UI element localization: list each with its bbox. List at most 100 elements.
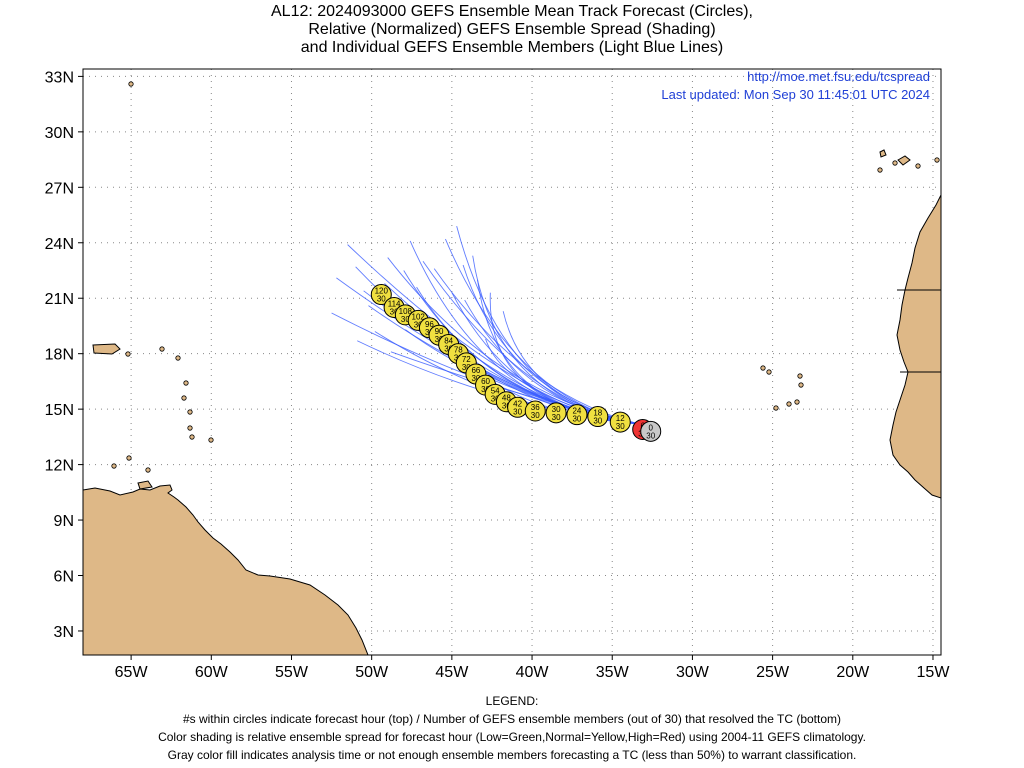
member-count: 30 — [502, 402, 511, 411]
axis-ticks: 65W 60W 55W 50W 45W 40W 35W 30W 25W 20W 15W3N6N9N1… — [45, 69, 951, 681]
island — [934, 157, 940, 163]
x-tick-label: 45W — [435, 664, 469, 681]
puerto-rico-land — [92, 343, 121, 355]
x-tick-label: 65W — [115, 664, 149, 681]
member-track — [485, 338, 640, 425]
forecast-hour: 78 — [454, 346, 463, 355]
legend-line-2: Color shading is relative ensemble sprea… — [158, 730, 866, 744]
y-tick-label: 33N — [45, 69, 74, 86]
y-tick-label: 18N — [45, 347, 74, 364]
south-america-land — [83, 484, 369, 655]
island — [111, 463, 117, 469]
member-count: 30 — [552, 413, 561, 422]
island — [187, 409, 193, 415]
member-count: 30 — [390, 307, 399, 316]
forecast-hour: 60 — [481, 377, 490, 386]
island — [126, 455, 132, 461]
forecast-hour: 42 — [513, 399, 522, 408]
y-tick-label: 21N — [45, 291, 74, 308]
forecast-hour: 36 — [531, 403, 540, 412]
member-count: 30 — [531, 411, 540, 420]
island — [208, 437, 214, 443]
island — [159, 346, 165, 352]
canary-islands-land — [879, 149, 887, 158]
title-line-2: Relative (Normalized) GEFS Ensemble Spre… — [308, 21, 716, 38]
track-circle — [566, 404, 588, 426]
forecast-hour: 66 — [471, 366, 480, 375]
member-count: 30 — [377, 295, 386, 304]
y-tick-label: 6N — [54, 569, 74, 586]
island — [915, 163, 921, 169]
forecast-hour: 24 — [572, 407, 581, 416]
island — [181, 395, 187, 401]
island — [189, 434, 195, 440]
x-tick-label: 30W — [676, 664, 710, 681]
island — [786, 401, 792, 407]
mean-track-circles: 1203011430108301023096309030843078307230… — [370, 284, 662, 442]
y-tick-label: 24N — [45, 236, 74, 253]
forecast-hour: 84 — [444, 336, 453, 345]
x-tick-label: 40W — [516, 664, 550, 681]
land-masses — [83, 149, 941, 655]
island — [766, 369, 772, 375]
member-count: 30 — [572, 415, 581, 424]
member-track — [433, 268, 640, 425]
island — [797, 373, 803, 379]
member-count: 30 — [462, 363, 471, 372]
legend-line-1: #s within circles indicate forecast hour… — [182, 712, 842, 726]
grid-lines — [83, 69, 941, 655]
island — [187, 425, 193, 431]
forecast-hour: 54 — [491, 386, 500, 395]
member-count: 30 — [513, 407, 522, 416]
title-line-1: AL12: 2024093000 GEFS Ensemble Mean Trac… — [271, 3, 753, 20]
track-circle — [524, 400, 546, 422]
member-count: 30 — [401, 315, 410, 324]
title-line-3: and Individual GEFS Ensemble Members (Li… — [300, 39, 724, 56]
island — [125, 351, 131, 357]
island — [175, 355, 181, 361]
forecast-hour: 108 — [399, 307, 413, 316]
island — [794, 399, 800, 405]
island — [877, 167, 883, 173]
island — [760, 365, 766, 371]
x-tick-label: 60W — [195, 664, 229, 681]
forecast-hour: 102 — [412, 312, 426, 321]
x-tick-label: 20W — [836, 664, 870, 681]
forecast-hour: 30 — [552, 405, 561, 414]
island — [145, 467, 151, 473]
member-count: 30 — [491, 394, 500, 403]
member-count: 30 — [616, 422, 625, 431]
island — [183, 380, 189, 386]
track-circle — [545, 402, 567, 424]
forecast-hour: 18 — [593, 409, 602, 418]
track-circle — [370, 284, 392, 306]
y-tick-label: 3N — [54, 624, 74, 641]
x-tick-label: 15W — [917, 664, 951, 681]
member-count: 30 — [593, 417, 602, 426]
track-circle — [587, 406, 609, 428]
y-tick-label: 27N — [45, 180, 74, 197]
forecast-hour: 96 — [425, 320, 434, 329]
member-count: 30 — [414, 320, 423, 329]
x-tick-label: 55W — [275, 664, 309, 681]
map-frame — [82, 68, 942, 656]
x-tick-label: 35W — [596, 664, 630, 681]
island — [892, 160, 898, 166]
track-map: 1203011430108301023096309030843078307230… — [45, 68, 951, 681]
y-tick-label: 30N — [45, 125, 74, 142]
trinidad-land — [137, 480, 153, 490]
member-count: 30 — [471, 374, 480, 383]
y-tick-label: 9N — [54, 513, 74, 530]
canary-islands-land — [897, 155, 911, 166]
legend-line-3: Gray color fill indicates analysis time … — [167, 748, 857, 762]
island — [798, 382, 804, 388]
forecast-hour: 12 — [616, 414, 625, 423]
credit-url: http://moe.met.fsu.edu/tcspread — [747, 69, 930, 84]
credit-updated: Last updated: Mon Sep 30 11:45:01 UTC 20… — [661, 87, 930, 102]
forecast-hour: 120 — [375, 287, 389, 296]
x-tick-label: 25W — [756, 664, 790, 681]
